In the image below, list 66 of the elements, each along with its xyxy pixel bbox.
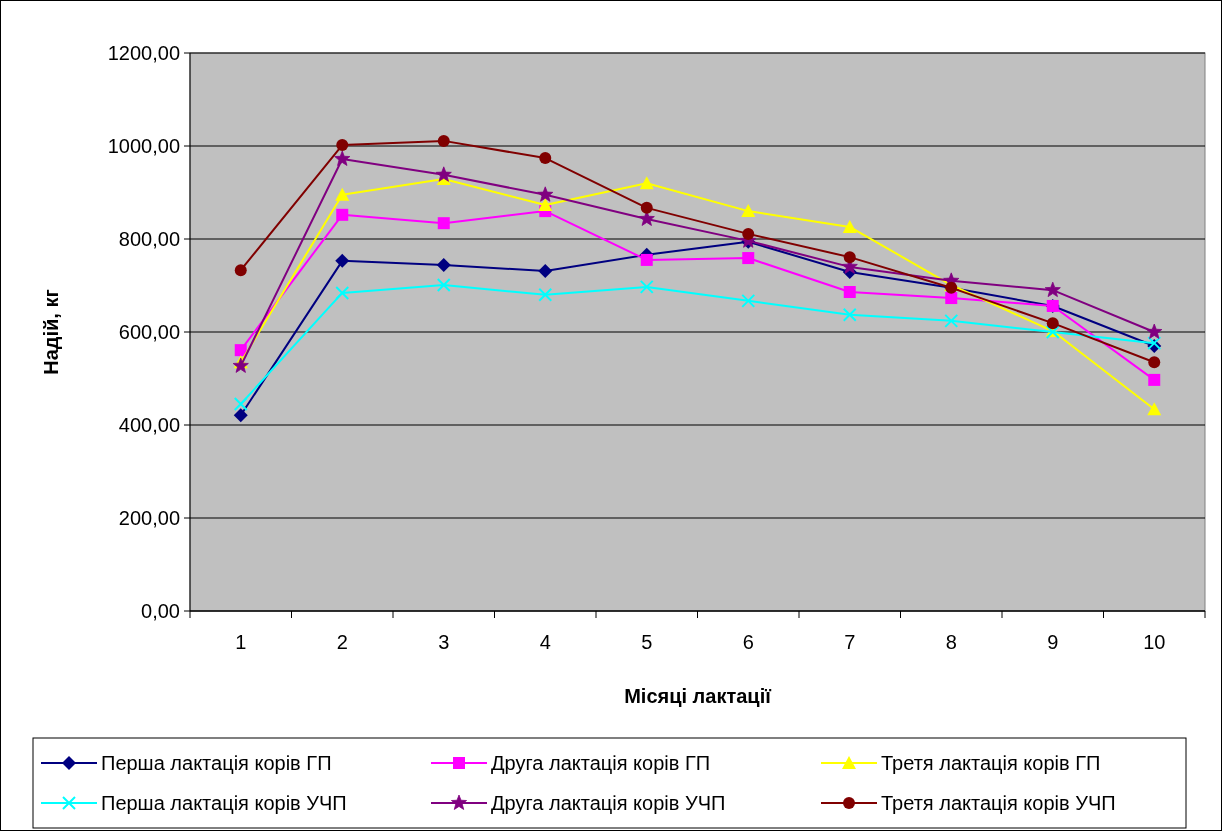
point [1046, 317, 1059, 330]
legend-label: Перша лактація корів ГП [101, 752, 332, 774]
x-tick-label: 5 [641, 631, 653, 653]
point [538, 287, 553, 302]
y-tick-label: 200,00 [118, 507, 180, 529]
x-tick-label: 10 [1143, 631, 1166, 653]
y-tick-label: 1200,00 [107, 42, 180, 64]
x-tick-label: 2 [336, 631, 348, 653]
point [640, 201, 653, 214]
point [639, 176, 654, 190]
point [639, 279, 654, 294]
point [1146, 323, 1163, 339]
point [1148, 356, 1161, 369]
point [232, 357, 249, 373]
point [1148, 373, 1161, 386]
point [538, 264, 553, 279]
point [742, 252, 755, 265]
y-axis-title: Надій, кг [40, 289, 62, 375]
x-axis-title: Місяці лактації [624, 685, 772, 707]
x-tick-label: 6 [742, 631, 754, 653]
point [742, 227, 755, 240]
point [335, 253, 350, 268]
point [335, 187, 350, 201]
point [1044, 281, 1061, 298]
point [336, 208, 349, 221]
point [538, 198, 553, 212]
point [436, 278, 451, 293]
x-tick-label: 7 [844, 631, 856, 653]
legend-label: Третя лактація корів УЧП [881, 792, 1116, 814]
point [944, 313, 959, 328]
legend-label: Третя лактація корів ГП [881, 752, 1101, 774]
y-tick-label: 600,00 [118, 321, 180, 343]
x-tick-label: 9 [1047, 631, 1059, 653]
legend-label: Друга лактація корів УЧП [491, 792, 726, 814]
legend-label: Перша лактація корів УЧП [101, 792, 347, 814]
point [233, 408, 248, 423]
point [640, 253, 653, 266]
point [843, 251, 856, 264]
point [537, 186, 554, 202]
point [741, 204, 756, 218]
x-tick-label: 1 [235, 631, 247, 653]
legend-label: Друга лактація корів ГП [491, 752, 711, 774]
point [842, 219, 857, 233]
x-tick-label: 3 [438, 631, 450, 653]
y-tick-label: 800,00 [118, 228, 180, 250]
point [741, 293, 756, 308]
point [234, 344, 247, 357]
point [234, 264, 247, 277]
y-tick-label: 1000,00 [107, 135, 180, 157]
point [233, 397, 248, 412]
point [334, 150, 351, 166]
y-tick-label: 400,00 [118, 414, 180, 436]
point [945, 292, 958, 305]
point [437, 134, 450, 147]
point [436, 258, 451, 273]
point [1147, 402, 1162, 416]
point [437, 217, 450, 230]
y-tick-label: 0,00 [141, 600, 180, 622]
point [843, 286, 856, 299]
x-tick-label: 8 [945, 631, 957, 653]
point [842, 307, 857, 322]
point [336, 139, 349, 152]
point [539, 152, 552, 165]
x-tick-label: 4 [539, 631, 551, 653]
point [335, 285, 350, 300]
point [435, 166, 452, 182]
